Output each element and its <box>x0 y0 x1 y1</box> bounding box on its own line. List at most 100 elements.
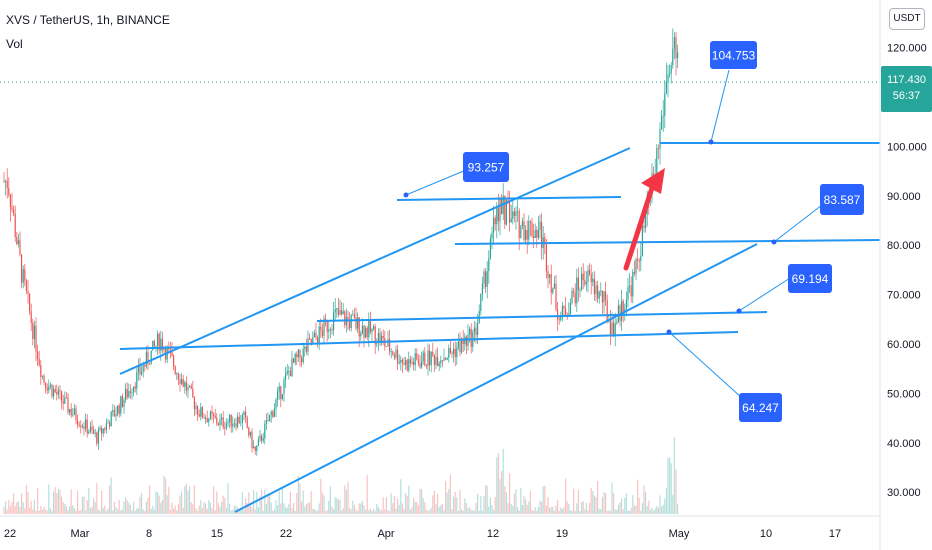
volume-bar <box>395 508 397 514</box>
candle-body <box>51 384 53 397</box>
volume-bar <box>206 508 208 514</box>
volume-bar <box>345 489 347 514</box>
candle-body <box>97 429 99 444</box>
volume-bar <box>256 492 258 514</box>
time-axis[interactable]: 22 Mar 8 15 22 Apr 12 19 May 10 17 <box>4 528 841 540</box>
candle-body <box>344 311 346 326</box>
candle-body <box>465 336 467 346</box>
candle-body <box>281 393 283 400</box>
anchor-points[interactable] <box>403 139 777 335</box>
volume-bar <box>558 510 560 514</box>
volume-bar <box>117 509 119 514</box>
candle-body <box>422 352 424 362</box>
volume-bar <box>517 507 519 514</box>
time-tick-label: 22 <box>4 528 16 540</box>
volume-bar <box>523 495 525 514</box>
candle-body <box>373 326 375 330</box>
volume-bar <box>230 510 232 514</box>
candle-body <box>206 418 208 423</box>
volume-bar <box>659 495 661 514</box>
candle-body <box>509 202 511 223</box>
volume-bar <box>38 510 40 514</box>
volume-bar <box>584 509 586 514</box>
volume-bar <box>249 505 251 514</box>
candle-body <box>405 360 407 365</box>
candle-body <box>670 65 672 74</box>
volume-bar <box>619 502 621 514</box>
candle-body <box>227 421 229 424</box>
volume-bar <box>401 503 403 514</box>
candle-body <box>557 309 559 320</box>
candle-body <box>72 414 74 416</box>
volume-bar <box>163 475 165 514</box>
volume-bar <box>553 510 555 514</box>
volume-bar <box>465 503 467 514</box>
candle-body <box>408 359 410 371</box>
volume-bar <box>299 483 301 514</box>
candle-body <box>13 209 15 214</box>
volume-bar <box>605 492 607 514</box>
candle-body <box>6 180 8 188</box>
volume-bar <box>259 496 261 514</box>
volume-bar <box>621 498 623 514</box>
volume-bar <box>107 508 109 514</box>
candle-body <box>197 406 199 415</box>
volume-bar <box>257 507 259 514</box>
volume-bar <box>421 489 423 514</box>
volume-bar <box>297 475 299 514</box>
candle-body <box>128 391 130 398</box>
candle-body <box>129 391 131 393</box>
volume-bar <box>129 505 131 514</box>
volume-bar <box>422 498 424 514</box>
candle-body <box>217 423 219 426</box>
candle-body <box>270 411 272 416</box>
volume-bar <box>208 499 210 514</box>
candle-body <box>643 225 645 228</box>
volume-bar <box>565 478 567 514</box>
drawing-lines[interactable] <box>119 142 881 513</box>
channel-lower-line <box>234 243 758 513</box>
volume-bar <box>147 497 149 514</box>
candle-body <box>248 427 250 436</box>
level-line-93 <box>396 196 622 201</box>
candle-body <box>177 373 179 380</box>
candle-body <box>241 414 243 423</box>
volume-bar <box>510 503 512 514</box>
candle-body <box>501 198 503 214</box>
candle-body <box>181 379 183 384</box>
volume-bar <box>529 491 531 514</box>
volume-bar <box>489 497 491 514</box>
volume-bar <box>187 490 189 514</box>
candle-body <box>430 351 432 366</box>
volume-bar <box>270 502 272 514</box>
candle-body <box>19 240 21 255</box>
volume-bar <box>470 510 472 514</box>
annotation-labels[interactable]: 104.753 93.257 83.587 69.194 64.247 <box>463 41 864 422</box>
candle-body <box>30 311 32 323</box>
candle-body <box>193 397 195 409</box>
candle-body <box>126 389 128 398</box>
volume-bar <box>136 508 138 514</box>
volume-bar <box>368 510 370 514</box>
volume-bar <box>608 510 610 514</box>
candle-body <box>25 280 27 291</box>
candle-body <box>622 300 624 313</box>
candle-body <box>110 412 112 427</box>
candle-body <box>267 420 269 422</box>
volume-bar <box>21 493 23 514</box>
currency-unit-button[interactable]: USDT <box>889 8 925 30</box>
candle-body <box>179 379 181 384</box>
candle-body <box>365 327 367 338</box>
candle-body <box>33 325 35 340</box>
volume-bar <box>451 509 453 514</box>
candle-body <box>54 389 56 393</box>
candle-body <box>363 325 365 338</box>
volume-bar <box>675 469 677 514</box>
candle-body <box>136 372 138 389</box>
candle-body <box>662 115 664 117</box>
time-tick-label: 12 <box>487 528 499 540</box>
volume-bar <box>288 504 290 514</box>
candle-body <box>493 217 495 233</box>
price-axis[interactable]: 120.000110.000100.00090.00080.00070.0006… <box>887 43 927 500</box>
